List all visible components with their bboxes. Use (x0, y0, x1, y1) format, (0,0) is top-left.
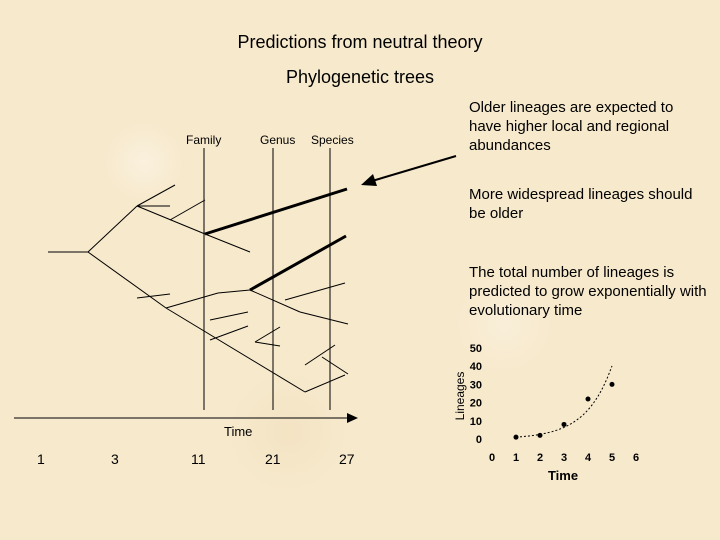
tree-branch (304, 344, 336, 366)
data-point (537, 432, 543, 438)
y-tick-label: 10 (470, 416, 482, 428)
time-tick-label: 21 (265, 451, 281, 467)
tree-branch (165, 292, 219, 309)
y-tick-label: 40 (470, 361, 482, 373)
tree-branch (284, 282, 346, 301)
highlighted-young-lineage (249, 234, 347, 292)
y-tick-label: 30 (470, 379, 482, 391)
x-tick-label: 5 (609, 452, 615, 464)
x-tick-label: 6 (633, 452, 639, 464)
tree-branch (217, 289, 251, 294)
tree-branch (87, 251, 167, 309)
data-point (609, 381, 615, 387)
time-axis-label: Time (224, 424, 253, 439)
tree-branch (209, 325, 249, 341)
tree-branch (299, 311, 349, 325)
y-axis-label: Lineages (453, 372, 467, 421)
data-point (513, 434, 519, 440)
x-tick-label: 1 (513, 452, 519, 464)
column-label-genus: Genus (260, 133, 296, 147)
y-tick-label: 50 (470, 343, 482, 355)
tree-branch (136, 184, 176, 207)
highlighted-old-lineage (204, 187, 348, 236)
tree-branch (209, 311, 249, 321)
tree-branch (321, 356, 349, 375)
x-axis-label: Time (548, 468, 578, 483)
time-tick-label: 3 (111, 451, 119, 467)
tree-branch (87, 205, 138, 253)
tree-branch (165, 307, 306, 393)
x-tick-label: 2 (537, 452, 543, 464)
annotation-arrow-line (371, 155, 457, 182)
tree-branch (304, 374, 346, 393)
tree-branch (136, 293, 171, 299)
time-tick-label: 1 (37, 451, 45, 467)
x-tick-label: 3 (561, 452, 567, 464)
x-tick-label: 0 (489, 452, 495, 464)
time-tick-label: 11 (191, 451, 206, 467)
tree-branch (169, 199, 206, 221)
y-tick-label: 0 (476, 434, 482, 446)
note-total-lineages: The total number of lineages is predicte… (469, 264, 707, 319)
tree-branch (204, 233, 251, 253)
y-tick-label: 20 (470, 398, 482, 410)
data-point (585, 396, 591, 402)
time-tick-label: 27 (339, 451, 355, 467)
time-axis-arrowhead (347, 413, 358, 423)
annotation-arrowhead (361, 174, 377, 186)
column-label-species: Species (311, 133, 354, 147)
trend-curve (515, 365, 613, 438)
slide-title: Predictions from neutral theory (237, 32, 483, 52)
slide-subtitle: Phylogenetic trees (285, 67, 435, 87)
note-older-lineages: Older lineages are expected to have high… (469, 99, 674, 154)
tree-branch (254, 341, 281, 347)
x-tick-label: 4 (585, 452, 592, 464)
tree-branch (254, 326, 281, 343)
column-label-family: Family (186, 133, 222, 147)
tree-branch (249, 289, 301, 313)
data-point (561, 421, 567, 427)
note-widespread-lineages: More widespread lineages should be older (469, 186, 693, 222)
